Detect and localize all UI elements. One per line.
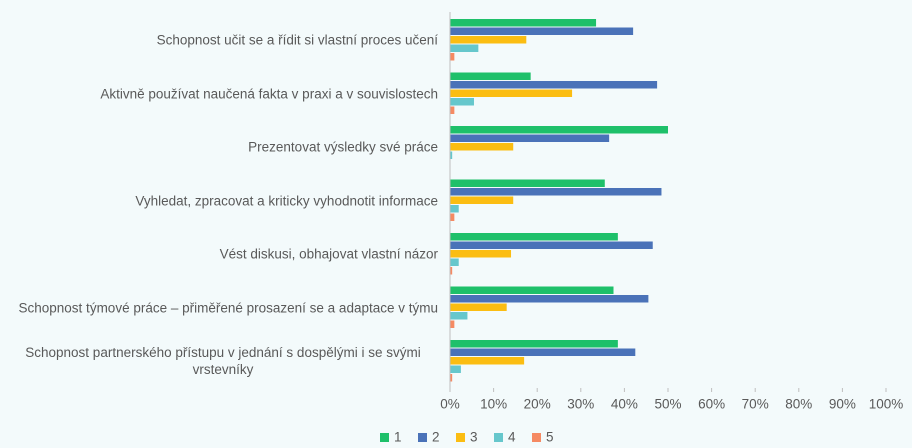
category-label: Schopnost týmové práce – přiměřené prosa… [18,300,438,316]
bar [450,44,479,52]
bar [450,213,455,221]
x-tick-label: 0% [440,397,460,412]
category-label-box: Schopnost týmové práce – přiměřené prosa… [0,299,438,316]
category-label: Prezentovat výsledky své práce [248,139,438,155]
bar [450,81,658,89]
x-tick-label: 10% [480,397,507,412]
bar [450,126,668,134]
bar [450,72,531,80]
bar [450,36,527,44]
x-tick-label: 50% [654,397,681,412]
bar [450,143,514,151]
x-tick-label: 40% [611,397,638,412]
bar [450,233,618,241]
bar [450,89,573,97]
bar [450,348,636,356]
bar [450,320,455,328]
legend-label: 3 [470,430,478,445]
bar [450,241,653,249]
category-label-box: Vyhledat, zpracovat a kriticky vyhodnoti… [0,192,438,209]
category-label: Aktivně používat naučená fakta v praxi a… [100,86,438,102]
bar [450,151,453,159]
bar [450,27,634,35]
bar [450,267,453,275]
legend-swatch [532,433,541,442]
bar [450,196,514,204]
bar [450,188,662,196]
x-tick-label: 30% [567,397,594,412]
legend-swatch [456,433,465,442]
legend-swatch [418,433,427,442]
bar [450,19,597,27]
bar [450,106,455,114]
x-tick-label: 60% [698,397,725,412]
bar [450,340,618,348]
bar [450,365,461,373]
bar [450,312,468,320]
legend-label: 2 [432,430,440,445]
bar [450,179,605,187]
bar [450,286,614,294]
x-tick-label: 90% [829,397,856,412]
legend-label: 1 [394,430,402,445]
bar [450,98,474,106]
legend-label: 4 [508,430,516,445]
bar [450,258,459,266]
bar [450,357,525,365]
x-tick-label: 80% [785,397,812,412]
bar [450,374,453,382]
category-label-box: Prezentovat výsledky své práce [0,139,438,156]
category-label: Vést diskusi, obhajovat vlastní názor [219,246,438,262]
category-label-box: Schopnost učit se a řídit si vlastní pro… [0,32,438,49]
category-label: Schopnost partnerského přístupu v jednán… [25,345,421,378]
bar [450,205,459,213]
bar [450,250,512,258]
bar [450,53,455,61]
category-label: Schopnost učit se a řídit si vlastní pro… [156,32,438,48]
category-label: Vyhledat, zpracovat a kriticky vyhodnoti… [135,193,438,209]
bar [450,295,649,303]
category-label-box: Aktivně používat naučená fakta v praxi a… [0,85,438,102]
bar [450,134,610,142]
legend-swatch [380,433,389,442]
x-tick-label: 70% [742,397,769,412]
x-tick-label: 20% [524,397,551,412]
category-label-box: Vést diskusi, obhajovat vlastní názor [0,246,438,263]
legend-label: 5 [546,430,554,445]
x-tick-label: 100% [869,397,904,412]
legend-swatch [494,433,503,442]
bar [450,303,507,311]
category-label-box: Schopnost partnerského přístupu v jednán… [0,344,438,378]
